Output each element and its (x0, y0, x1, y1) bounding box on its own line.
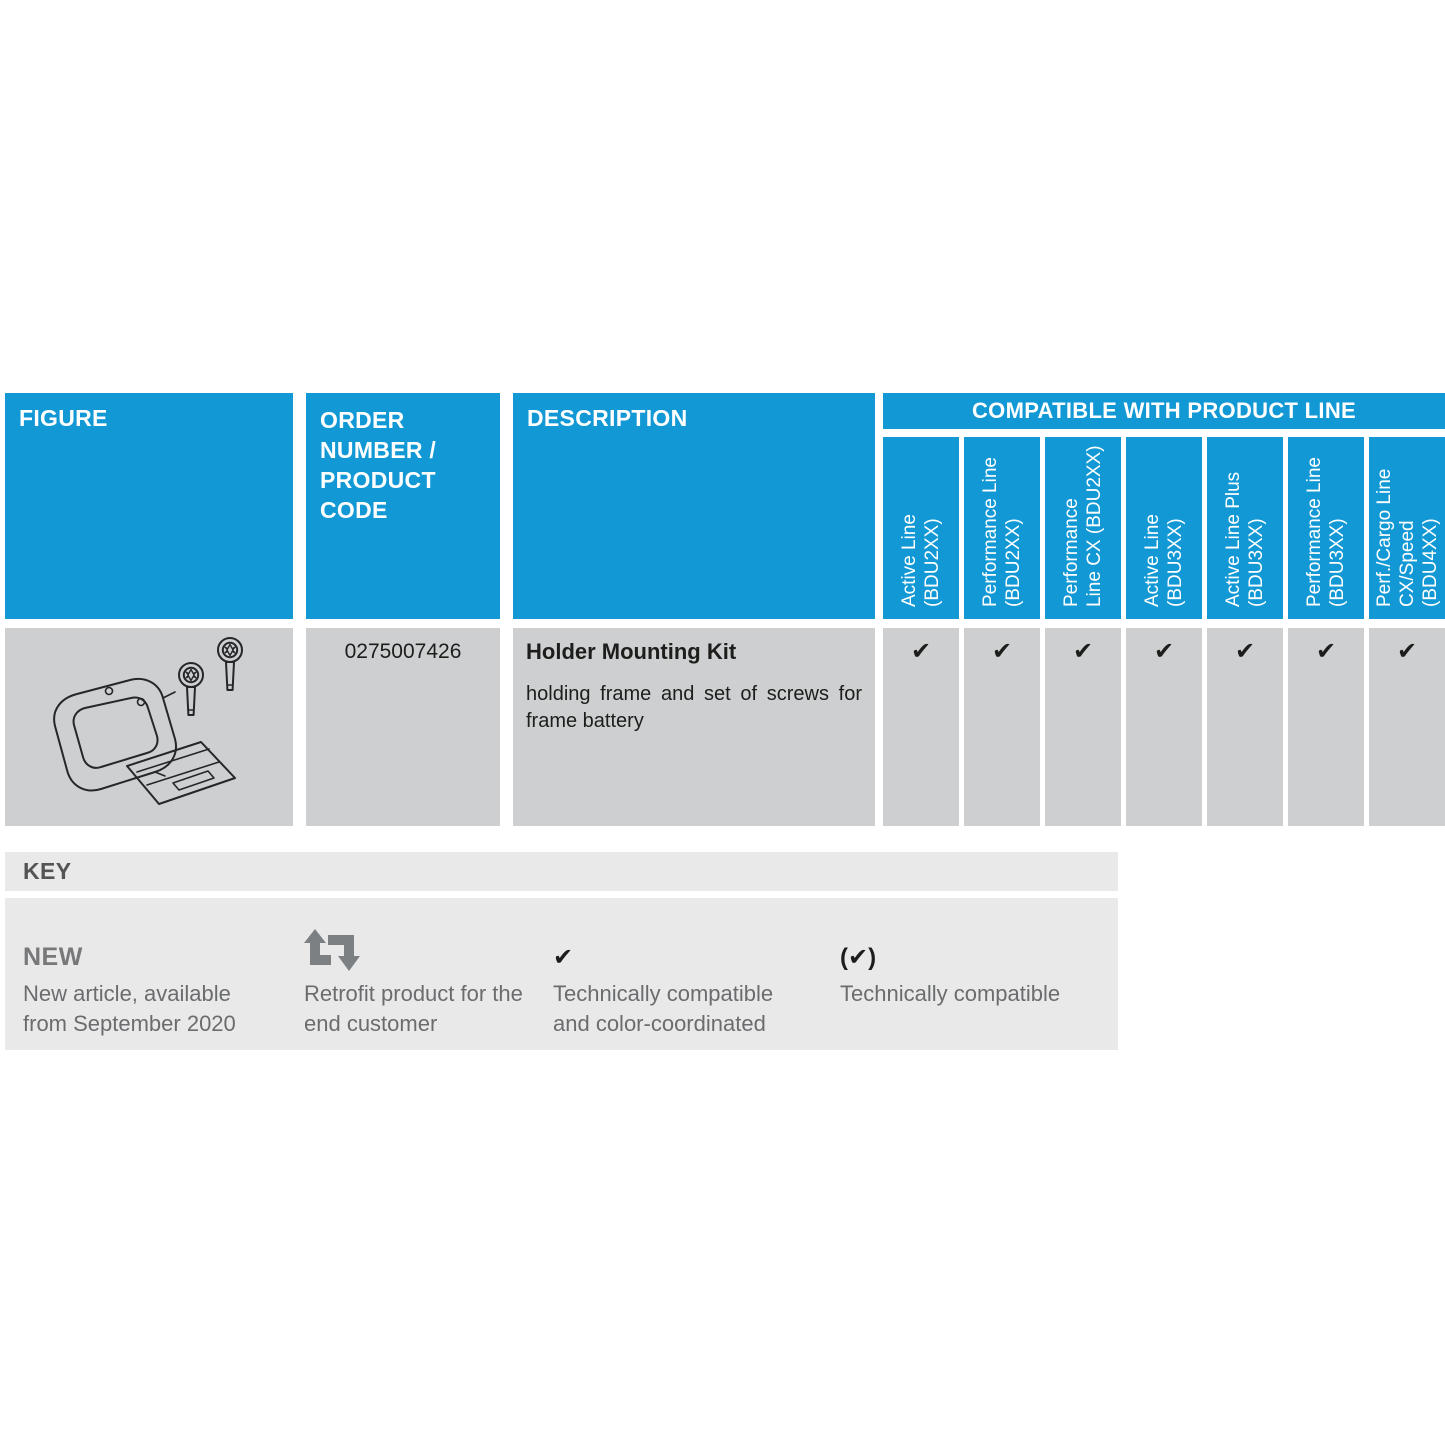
compat-check-cell: ✔ (1369, 628, 1445, 826)
compat-check-cell: ✔ (1126, 628, 1202, 826)
rotated-label: Performance Line (BDU2XX) (980, 457, 1024, 607)
screw-illustration (178, 662, 204, 716)
compat-check-cell: ✔ (1045, 628, 1121, 826)
check-icon: ✔ (910, 638, 932, 665)
holder-bracket-illustration (53, 678, 236, 805)
product-figure (53, 637, 243, 805)
key-item-check: ✔ Technically compatible and color-coord… (553, 928, 799, 1039)
key-item-check-parens: (✔) Technically compatible (840, 928, 1102, 1009)
product-line-columns: Active Line (BDU2XX) Performance Line (B… (883, 437, 1445, 619)
compatible-with-product-line-header: COMPATIBLE WITH PRODUCT LINE (883, 393, 1445, 429)
order-number-cell: 0275007426 (306, 628, 500, 826)
figure-column-header: FIGURE (5, 393, 293, 619)
key-item-text: Technically compatible (840, 981, 1061, 1006)
description-header-label: DESCRIPTION (527, 405, 688, 431)
key-item-text: Technically compatible and color-coordin… (553, 981, 774, 1036)
figure-header-label: FIGURE (19, 405, 108, 431)
product-title: Holder Mounting Kit (526, 639, 737, 664)
check-icon: ✔ (1396, 638, 1418, 665)
check-icon: ✔ (991, 638, 1013, 665)
check-parens-icon: (✔) (840, 944, 877, 971)
check-icon: ✔ (1315, 638, 1337, 665)
rotated-label: Active Line (BDU3XX) (1142, 514, 1186, 607)
key-item-text: New article, available from September 20… (23, 981, 236, 1036)
screw-illustration (217, 637, 243, 691)
product-line-header-active-line-plus-bdu3xx: Active Line Plus (BDU3XX) (1207, 437, 1283, 619)
key-section-header: KEY (5, 852, 1118, 891)
key-item-text: Retrofit product for the end customer (304, 981, 523, 1036)
compat-check-cell: ✔ (964, 628, 1040, 826)
description-column-header: DESCRIPTION (513, 393, 875, 619)
product-description: holding frame and set of screws for fram… (526, 683, 862, 732)
rotated-label: Active Line (BDU2XX) (899, 514, 943, 607)
check-icon: ✔ (1234, 638, 1256, 665)
compatibility-checks: ✔ ✔ ✔ ✔ ✔ ✔ ✔ (883, 628, 1445, 826)
table-header-row: FIGURE ORDER NUMBER / PRODUCT CODE DESCR… (5, 393, 1445, 619)
compatibility-table: FIGURE ORDER NUMBER / PRODUCT CODE DESCR… (5, 393, 1445, 826)
check-icon: ✔ (1153, 638, 1175, 665)
compat-check-cell: ✔ (1288, 628, 1364, 826)
table-row: 0275007426 Holder Mounting Kit holding f… (5, 628, 1445, 826)
key-item-retrofit: Retrofit product for the end customer (304, 928, 526, 1039)
rotated-label: Perf./Cargo Line CX/Speed (BDU4XX) (1373, 468, 1441, 607)
compat-check-cell: ✔ (1207, 628, 1283, 826)
key-item-new: NEW New article, available from Septembe… (23, 928, 265, 1039)
new-label: NEW (23, 943, 83, 971)
check-icon: ✔ (553, 944, 574, 971)
rotated-label: Performance Line CX (BDU2XX) (1061, 445, 1105, 607)
compatible-header-group: COMPATIBLE WITH PRODUCT LINE Active Line… (883, 393, 1445, 619)
retrofit-icon (304, 928, 526, 972)
product-line-header-perf-cargo-line-bdu4xx: Perf./Cargo Line CX/Speed (BDU4XX) (1369, 437, 1445, 619)
product-line-header-performance-line-bdu3xx: Performance Line (BDU3XX) (1288, 437, 1364, 619)
rotated-label: Performance Line (BDU3XX) (1304, 457, 1348, 607)
figure-cell (5, 628, 293, 826)
product-line-header-performance-line-cx-bdu2xx: Performance Line CX (BDU2XX) (1045, 437, 1121, 619)
order-number-column-header: ORDER NUMBER / PRODUCT CODE (306, 393, 500, 619)
product-line-header-performance-line-bdu2xx: Performance Line (BDU2XX) (964, 437, 1040, 619)
key-legend-panel: NEW New article, available from Septembe… (5, 898, 1118, 1050)
check-icon: ✔ (1072, 638, 1094, 665)
description-cell: Holder Mounting Kit holding frame and se… (513, 628, 875, 826)
rotated-label: Active Line Plus (BDU3XX) (1223, 471, 1267, 607)
product-line-header-active-line-bdu3xx: Active Line (BDU3XX) (1126, 437, 1202, 619)
compat-check-cell: ✔ (883, 628, 959, 826)
product-line-header-active-line-bdu2xx: Active Line (BDU2XX) (883, 437, 959, 619)
